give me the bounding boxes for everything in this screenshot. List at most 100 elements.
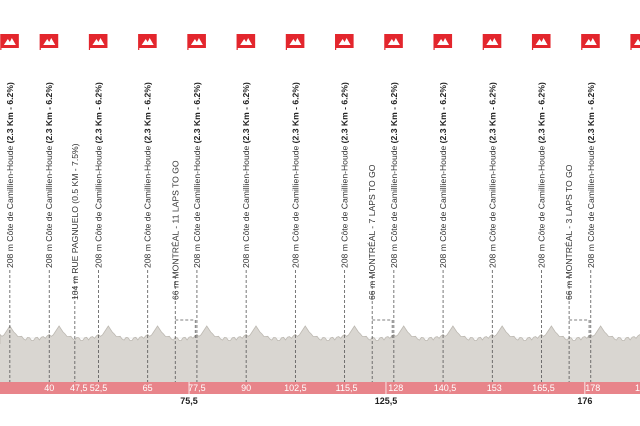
lap-km-label: 125,5: [375, 396, 398, 406]
marker-label: 208 m Côte de Camillien-Houde (2.3 Km - …: [192, 82, 202, 268]
mountain-glyph: [190, 38, 203, 45]
climb-flag-icon: [138, 34, 157, 50]
mountain-glyph: [240, 38, 253, 45]
km-tick-label: 90: [241, 383, 251, 393]
climb-flag-icon: [630, 34, 640, 50]
marker-detail: (2.3 Km - 6.2%): [537, 82, 547, 143]
climb-flag-icon: [335, 34, 354, 50]
km-tick-label: 140,5: [434, 383, 457, 393]
km-tick-label: 52,5: [90, 383, 108, 393]
marker-detail: (2.3 Km - 6.2%): [389, 82, 399, 143]
km-tick-label: 40: [44, 383, 54, 393]
marker-name: 208 m Côte de Camillien-Houde: [438, 143, 448, 268]
marker-label: 66 m MONTRÉAL - 7 LAPS TO GO: [367, 164, 377, 300]
km-tick-label: 153: [487, 383, 502, 393]
marker-name: 208 m Côte de Camillien-Houde: [241, 143, 251, 268]
lap-connector: [569, 319, 590, 340]
mountain-glyph: [92, 38, 105, 45]
flag-body: [434, 34, 453, 48]
climb-flag-icon: [285, 34, 305, 50]
climb-flag-icon: [581, 34, 600, 50]
km-tick-label: 102,5: [284, 383, 307, 393]
marker-label: 208 m Côte de Camillien-Houde (2.3 Km - …: [143, 82, 153, 268]
flag-body: [532, 34, 551, 48]
climb-flag-icon: [0, 34, 19, 50]
marker-name: 104 m RUE PAGNUELO (0.5 KM - 7.5%): [70, 143, 80, 300]
marker-14: 208 m Côte de Camillien-Houde (2.3 Km - …: [531, 34, 551, 382]
marker-1: 208 m Côte de Camillien-Houde (2.3 Km - …: [39, 34, 59, 382]
marker-name: 208 m Côte de Camillien-Houde: [44, 143, 54, 268]
flag-body: [89, 34, 108, 48]
marker-label: 104 m RUE PAGNUELO (0.5 KM - 7.5%): [70, 143, 80, 300]
climb-flag-icon: [384, 34, 403, 50]
flag-body: [581, 34, 600, 48]
marker-name: 66 m MONTRÉAL - 11 LAPS TO GO: [170, 160, 180, 300]
climb-flag-icon: [39, 34, 59, 50]
lap-connector: [372, 319, 393, 340]
lap-km-label: 75,5: [180, 396, 198, 406]
flag-body: [40, 34, 59, 48]
km-axis-band: [0, 382, 640, 394]
flag-body: [237, 34, 256, 48]
climb-flag-icon: [187, 34, 206, 50]
marker-13: 208 m Côte de Camillien-Houde (2.3 Km - …: [482, 34, 502, 382]
marker-name: 208 m Côte de Camillien-Houde: [340, 143, 350, 268]
climb-flag-icon: [236, 34, 256, 50]
marker-name: 208 m Côte de Camillien-Houde: [143, 143, 153, 268]
marker-detail: (2.3 Km - 6.2%): [241, 82, 251, 143]
marker-label: 208 m Côte de Camillien-Houde (2.3 Km - …: [537, 82, 547, 268]
marker-name: 208 m Côte de Camillien-Houde: [586, 143, 596, 268]
km-tick-label: 47,5: [70, 383, 88, 393]
mountain-glyph: [584, 38, 597, 45]
marker-11: 208 m Côte de Camillien-Houde (2.3 Km - …: [384, 34, 403, 382]
marker-name: 66 m MONTRÉAL - 7 LAPS TO GO: [367, 164, 377, 300]
marker-detail: (2.3 Km - 6.2%): [192, 82, 202, 143]
marker-name: 208 m Côte de Camillien-Houde: [290, 143, 300, 268]
marker-name: 66 m MONTRÉAL - 3 LAPS TO GO: [564, 164, 574, 300]
climb-flag-icon: [88, 34, 108, 50]
marker-0: 208 m Côte de Camillien-Houde (2.3 Km - …: [0, 34, 19, 382]
marker-detail: (2.3 Km - 6.2%): [5, 82, 15, 143]
marker-name: 208 m Côte de Camillien-Houde: [192, 143, 202, 268]
marker-name: 208 m Côte de Camillien-Houde: [537, 143, 547, 268]
marker-label: 208 m Côte de Camillien-Houde (2.3 Km - …: [241, 82, 251, 268]
km-tick-label: 128: [388, 383, 403, 393]
marker-5: 66 m MONTRÉAL - 11 LAPS TO GO: [170, 160, 196, 382]
km-tick-label: 165,5: [532, 383, 555, 393]
marker-label: 208 m Côte de Camillien-Houde (2.3 Km - …: [5, 82, 15, 268]
marker-4: 208 m Côte de Camillien-Houde (2.3 Km - …: [138, 34, 157, 382]
marker-name: 208 m Côte de Camillien-Houde: [487, 143, 497, 268]
lap-km-label: 176: [577, 396, 592, 406]
marker-label: 208 m Côte de Camillien-Houde (2.3 Km - …: [389, 82, 399, 268]
marker-label: 208 m Côte de Camillien-Houde (2.3 Km - …: [487, 82, 497, 268]
flag-body: [0, 34, 19, 48]
marker-label: 208 m Côte de Camillien-Houde (2.3 Km - …: [586, 82, 596, 268]
marker-label: 66 m MONTRÉAL - 3 LAPS TO GO: [564, 164, 574, 300]
lap-connector: [175, 319, 196, 340]
marker-6: 208 m Côte de Camillien-Houde (2.3 Km - …: [187, 34, 206, 382]
climb-flag-icon: [531, 34, 551, 50]
km-tick-label: 1: [635, 383, 640, 393]
mountain-glyph: [141, 38, 154, 45]
marker-7: 208 m Côte de Camillien-Houde (2.3 Km - …: [236, 34, 256, 382]
marker-detail: (2.3 Km - 6.2%): [438, 82, 448, 143]
marker-detail: (2.3 Km - 6.2%): [93, 82, 103, 143]
profile-outline: [0, 325, 640, 344]
flag-body: [631, 34, 640, 48]
marker-detail: (2.3 Km - 6.2%): [340, 82, 350, 143]
profile-area: [0, 326, 640, 382]
marker-name: 208 m Côte de Camillien-Houde: [389, 143, 399, 268]
climb-flag-icon: [433, 34, 453, 50]
marker-label: 66 m MONTRÉAL - 11 LAPS TO GO: [170, 160, 180, 300]
marker-17: [630, 34, 640, 50]
flag-body: [187, 34, 206, 48]
marker-9: 208 m Côte de Camillien-Houde (2.3 Km - …: [335, 34, 354, 382]
mountain-glyph: [535, 38, 548, 45]
flag-body: [286, 34, 305, 48]
marker-16: 208 m Côte de Camillien-Houde (2.3 Km - …: [581, 34, 600, 382]
elevation-profile: [0, 325, 640, 382]
flag-body: [483, 34, 502, 48]
marker-label: 208 m Côte de Camillien-Houde (2.3 Km - …: [290, 82, 300, 268]
